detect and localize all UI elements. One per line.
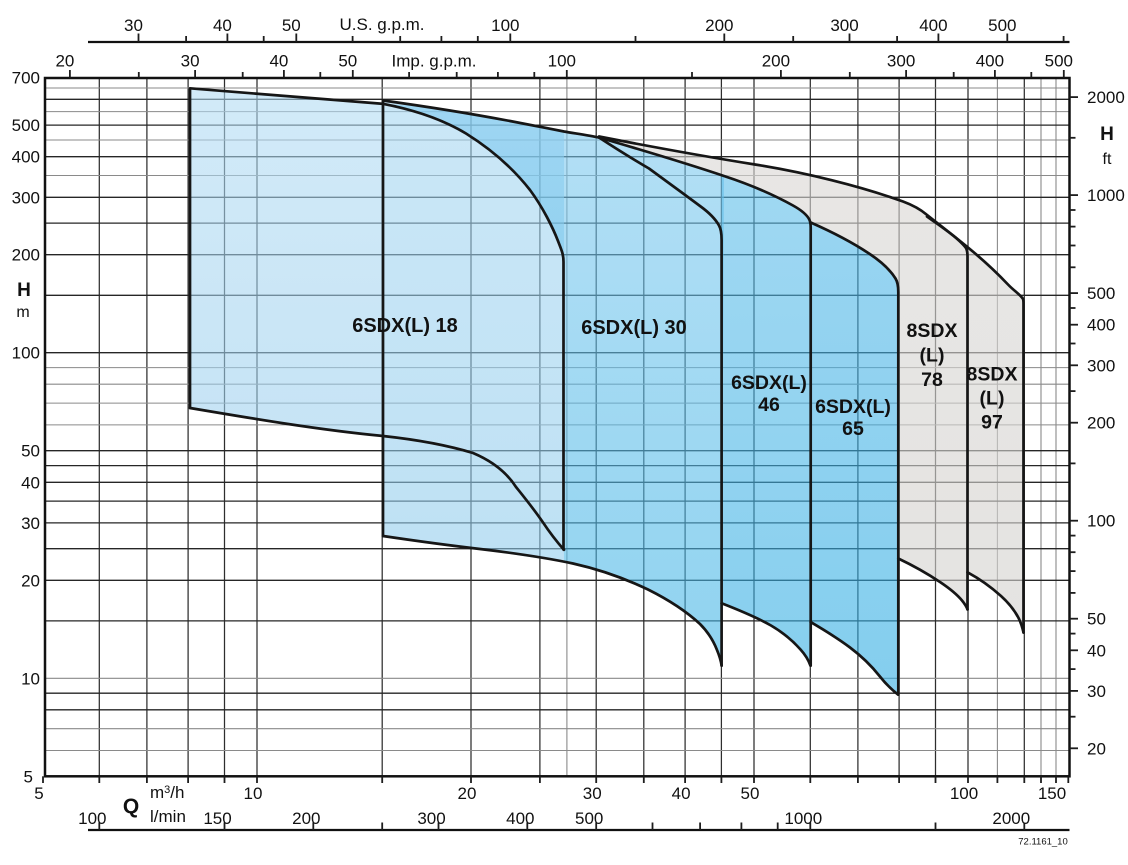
svg-text:Q: Q	[123, 795, 139, 818]
svg-text:100: 100	[548, 52, 576, 71]
svg-text:50: 50	[282, 16, 301, 35]
svg-text:1000: 1000	[1087, 186, 1125, 205]
svg-text:100: 100	[12, 344, 40, 363]
svg-text:5: 5	[24, 767, 33, 786]
svg-text:Imp. g.p.m.: Imp. g.p.m.	[391, 52, 476, 71]
svg-text:300: 300	[417, 809, 445, 828]
svg-text:m: m	[16, 304, 29, 321]
svg-text:1000: 1000	[784, 809, 822, 828]
svg-text:U.S. g.p.m.: U.S. g.p.m.	[339, 15, 424, 34]
svg-text:200: 200	[292, 809, 320, 828]
svg-text:65: 65	[842, 418, 864, 440]
svg-text:20: 20	[21, 571, 40, 590]
svg-text:400: 400	[976, 52, 1004, 71]
svg-text:40: 40	[672, 784, 691, 803]
svg-text:10: 10	[21, 669, 40, 688]
svg-text:50: 50	[21, 442, 40, 461]
svg-text:30: 30	[124, 16, 143, 35]
svg-text:40: 40	[213, 16, 232, 35]
svg-text:300: 300	[12, 188, 40, 207]
svg-text:50: 50	[338, 52, 357, 71]
svg-text:ft: ft	[1103, 151, 1112, 168]
svg-text:200: 200	[705, 16, 733, 35]
svg-text:150: 150	[1038, 784, 1066, 803]
svg-text:400: 400	[12, 148, 40, 167]
svg-text:400: 400	[506, 809, 534, 828]
svg-text:30: 30	[583, 784, 602, 803]
svg-text:50: 50	[741, 784, 760, 803]
svg-text:100: 100	[78, 809, 106, 828]
svg-text:200: 200	[1087, 414, 1115, 433]
svg-text:300: 300	[830, 16, 858, 35]
svg-text:6SDX(L): 6SDX(L)	[815, 396, 891, 418]
svg-text:100: 100	[1087, 512, 1115, 531]
svg-text:30: 30	[1087, 682, 1106, 701]
svg-text:200: 200	[762, 52, 790, 71]
svg-text:500: 500	[1045, 52, 1073, 71]
svg-text:700: 700	[12, 69, 40, 88]
svg-text:30: 30	[181, 52, 200, 71]
svg-text:100: 100	[491, 16, 519, 35]
svg-text:20: 20	[458, 784, 477, 803]
svg-text:20: 20	[55, 52, 74, 71]
svg-text:8SDX: 8SDX	[967, 364, 1018, 386]
svg-text:10: 10	[244, 784, 263, 803]
svg-text:2000: 2000	[992, 809, 1030, 828]
svg-text:200: 200	[12, 246, 40, 265]
svg-text:400: 400	[1087, 316, 1115, 335]
svg-text:40: 40	[21, 473, 40, 492]
svg-text:100: 100	[950, 784, 978, 803]
svg-text:500: 500	[12, 116, 40, 135]
svg-text:150: 150	[203, 809, 231, 828]
svg-text:H: H	[1100, 124, 1114, 145]
svg-text:H: H	[17, 280, 31, 301]
svg-text:5: 5	[34, 784, 43, 803]
svg-text:50: 50	[1087, 610, 1106, 629]
svg-text:500: 500	[575, 809, 603, 828]
svg-text:6SDX(L) 30: 6SDX(L) 30	[581, 317, 687, 339]
svg-text:78: 78	[921, 369, 943, 391]
svg-text:500: 500	[1087, 284, 1115, 303]
svg-text:300: 300	[887, 52, 915, 71]
svg-text:400: 400	[919, 16, 947, 35]
svg-text:30: 30	[21, 514, 40, 533]
svg-text:(L): (L)	[920, 345, 945, 367]
svg-text:6SDX(L): 6SDX(L)	[731, 372, 807, 394]
svg-text:2000: 2000	[1087, 88, 1125, 107]
svg-text:20: 20	[1087, 739, 1106, 758]
svg-text:500: 500	[988, 16, 1016, 35]
svg-text:40: 40	[1087, 641, 1106, 660]
svg-text:6SDX(L) 18: 6SDX(L) 18	[352, 315, 458, 337]
svg-text:97: 97	[981, 412, 1003, 434]
svg-text:8SDX: 8SDX	[907, 320, 958, 342]
svg-text:40: 40	[269, 52, 288, 71]
svg-text:300: 300	[1087, 356, 1115, 375]
svg-text:46: 46	[758, 394, 780, 416]
svg-text:l/min: l/min	[150, 807, 186, 826]
svg-text:72.1161_10: 72.1161_10	[1018, 837, 1068, 848]
svg-text:m3/h: m3/h	[150, 783, 184, 802]
svg-text:(L): (L)	[980, 388, 1005, 410]
